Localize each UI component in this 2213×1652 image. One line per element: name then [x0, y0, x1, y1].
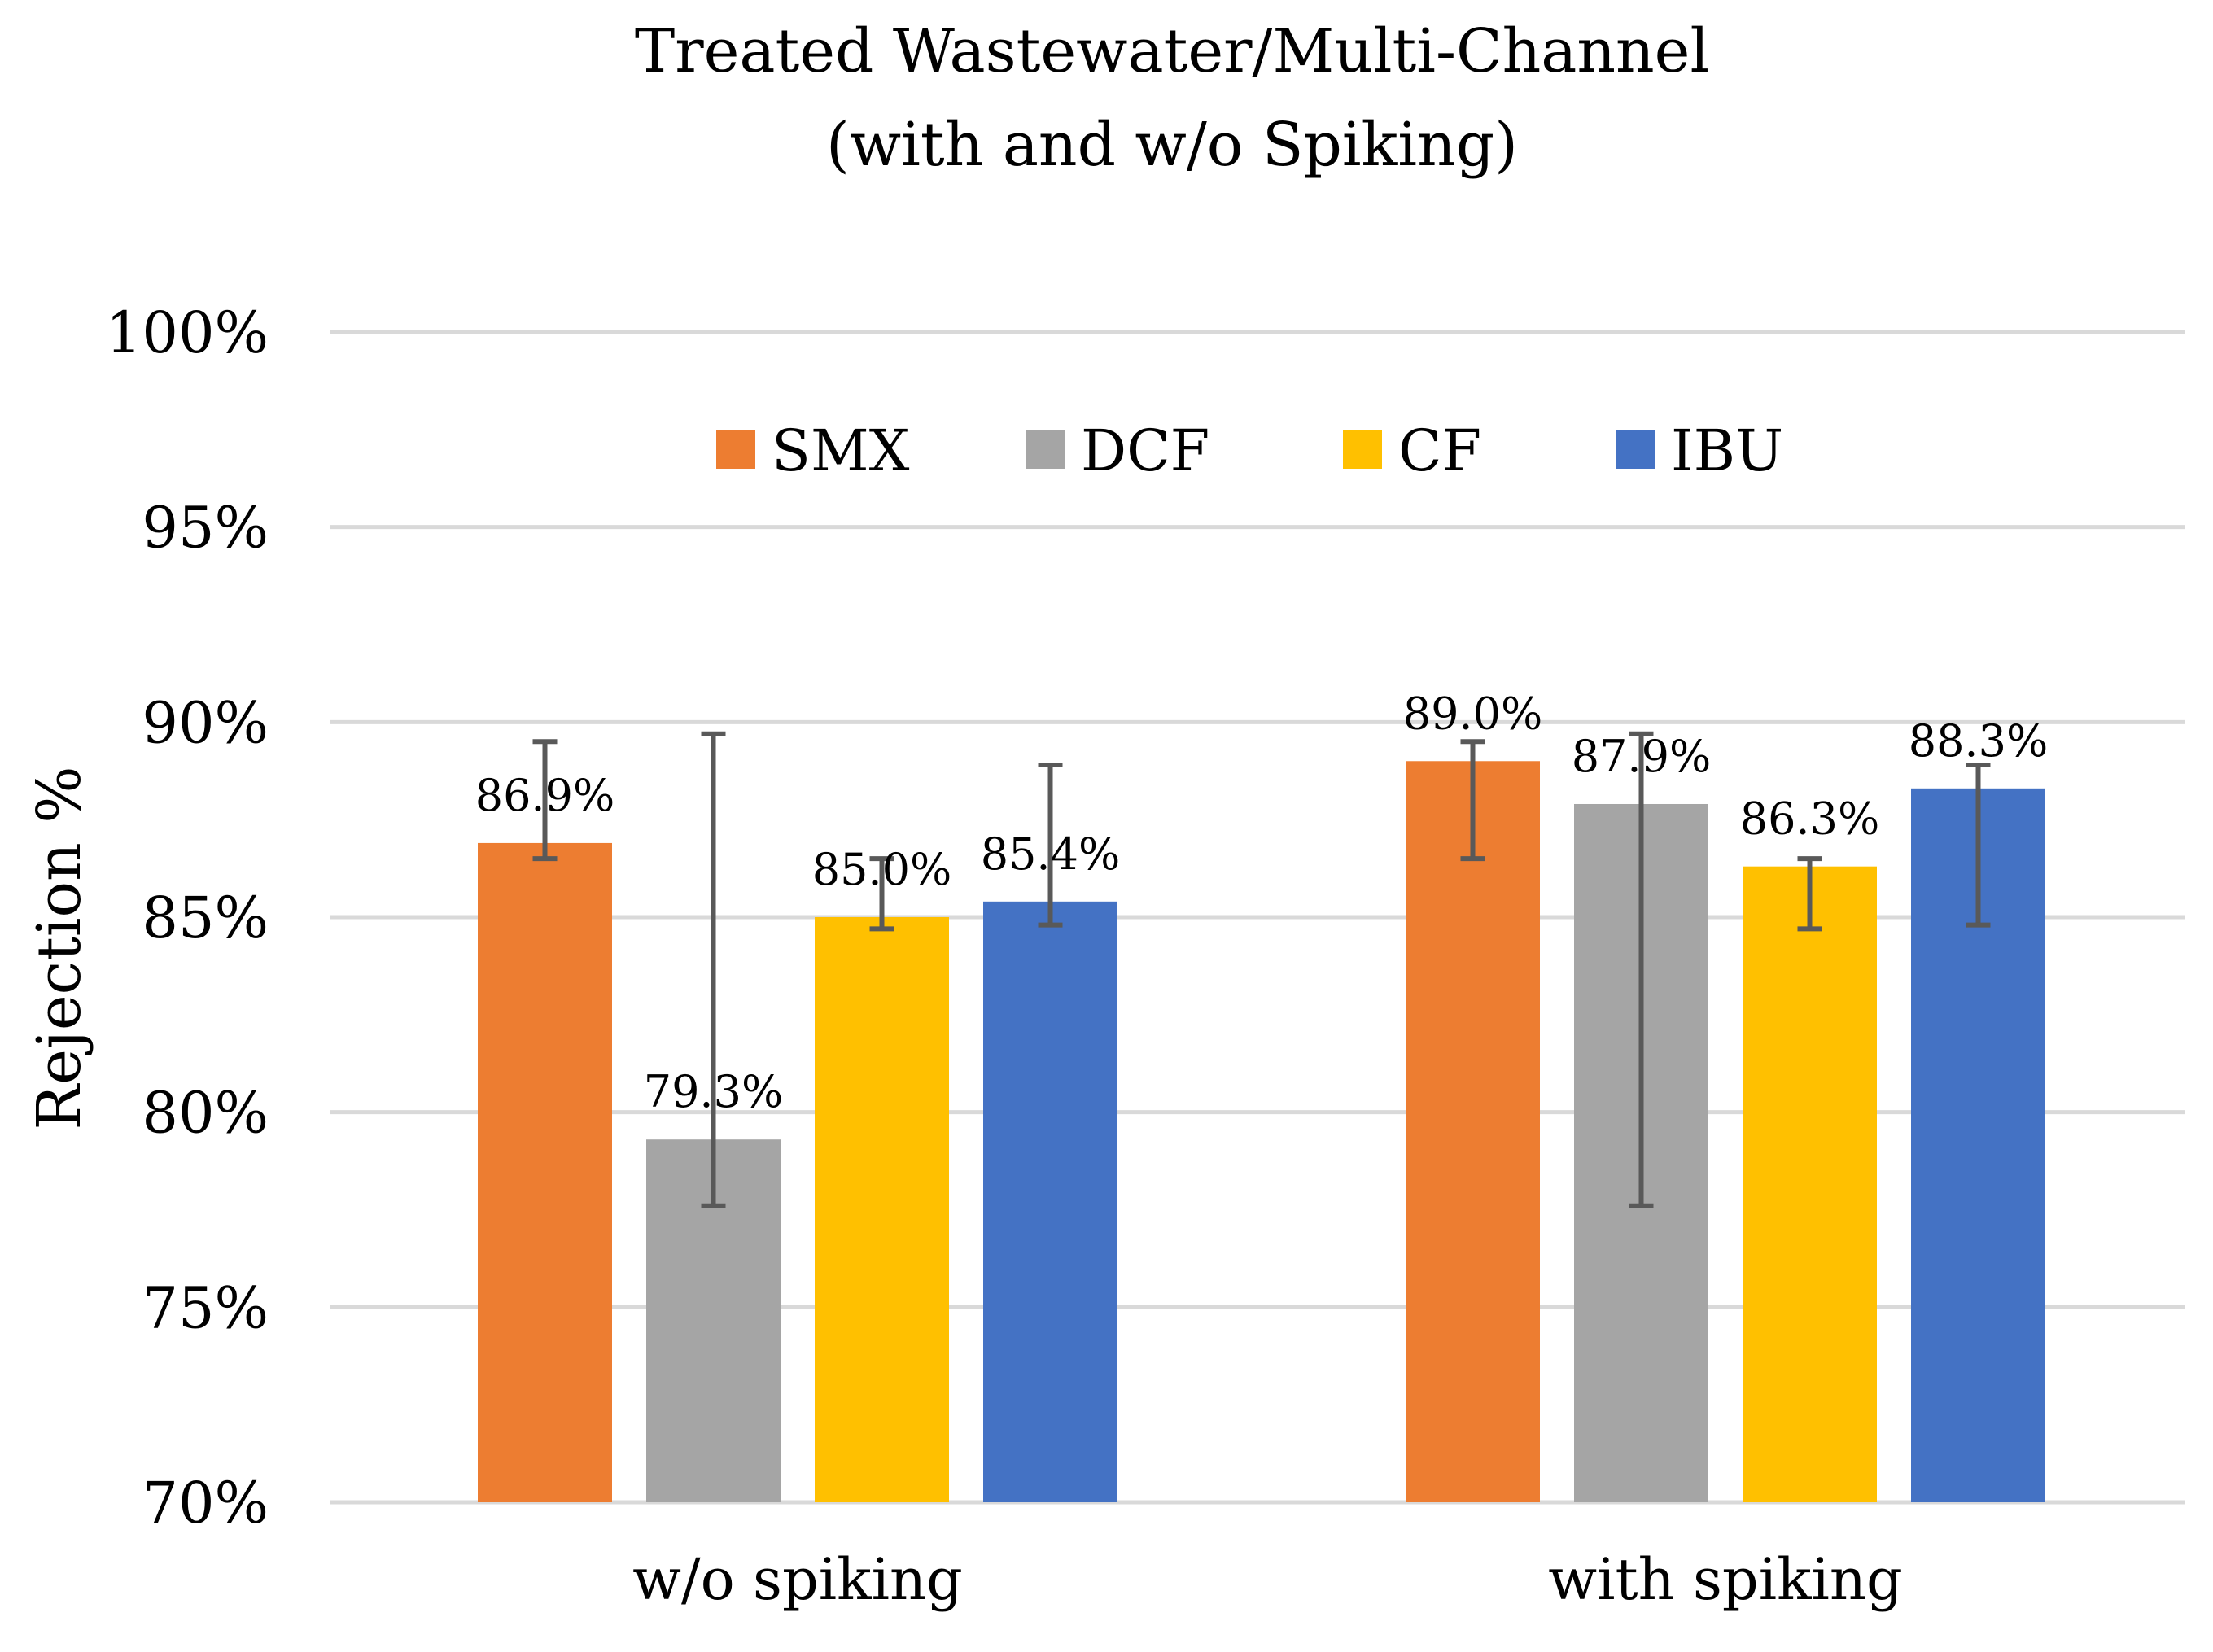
- chart-title: Treated Wastewater/Multi-Channel (with a…: [635, 16, 1709, 180]
- bar-smx: [478, 842, 612, 1502]
- bar-smx: [1406, 761, 1540, 1502]
- legend-label: DCF: [1081, 417, 1209, 484]
- error-bar-cf: [869, 856, 894, 932]
- legend-label: SMX: [772, 417, 910, 484]
- legend-item-dcf: DCF: [1026, 417, 1209, 484]
- legend-item-smx: SMX: [716, 417, 910, 484]
- error-bar-dcf: [701, 731, 726, 1208]
- y-axis-label: Rejection %: [24, 766, 94, 1130]
- legend-label: CF: [1398, 417, 1481, 484]
- data-label: 87.9%: [1572, 731, 1712, 782]
- data-labels: 86.9% 89.0% 79.3% 87.9% 85.0% 86.3% 85.4% 88.3%: [475, 688, 2049, 1117]
- chart-title-line-1: Treated Wastewater/Multi-Channel: [635, 16, 1709, 86]
- x-axis-ticks: w/o spiking with spiking: [632, 1546, 1903, 1613]
- data-label: 79.3%: [644, 1066, 784, 1117]
- data-label: 86.9%: [475, 770, 615, 821]
- error-bar-cf: [1797, 856, 1822, 932]
- y-tick-label: 100%: [106, 299, 269, 366]
- legend-swatch: [1026, 430, 1065, 469]
- bar-cf: [815, 917, 949, 1502]
- gridlines: [330, 330, 2185, 1505]
- error-bar-ibu: [1966, 763, 1991, 928]
- y-axis-ticks: 70% 75% 80% 85% 90% 95% 100%: [106, 299, 269, 1536]
- data-label: 88.3%: [1909, 715, 2049, 767]
- data-label: 89.0%: [1403, 688, 1543, 739]
- bar-cf: [1743, 866, 1877, 1502]
- data-label: 85.4%: [981, 828, 1121, 880]
- y-tick-label: 85%: [142, 885, 269, 951]
- legend-swatch: [1616, 430, 1655, 469]
- legend-item-ibu: IBU: [1616, 417, 1783, 484]
- y-tick-label: 70%: [142, 1470, 269, 1536]
- y-tick-label: 95%: [142, 495, 269, 562]
- y-tick-label: 75%: [142, 1274, 269, 1341]
- error-bar-ibu: [1038, 763, 1063, 928]
- legend-swatch: [1343, 430, 1382, 469]
- legend-swatch: [716, 430, 755, 469]
- error-bars: [532, 731, 1991, 1208]
- error-bar-dcf: [1629, 731, 1654, 1208]
- y-tick-label: 80%: [142, 1080, 269, 1147]
- y-tick-label: 90%: [142, 689, 269, 756]
- legend-item-cf: CF: [1343, 417, 1481, 484]
- data-label: 86.3%: [1740, 793, 1880, 845]
- x-tick-label: with spiking: [1548, 1546, 1903, 1613]
- bar-ibu: [983, 901, 1117, 1502]
- x-tick-label: w/o spiking: [632, 1546, 963, 1613]
- legend-label: IBU: [1671, 417, 1783, 484]
- data-label: 85.0%: [812, 844, 952, 895]
- chart-title-line-2: (with and w/o Spiking): [826, 110, 1518, 180]
- error-bar-smx: [1460, 739, 1485, 862]
- legend: SMX DCF CF IBU: [716, 417, 1783, 484]
- error-bar-smx: [532, 739, 558, 862]
